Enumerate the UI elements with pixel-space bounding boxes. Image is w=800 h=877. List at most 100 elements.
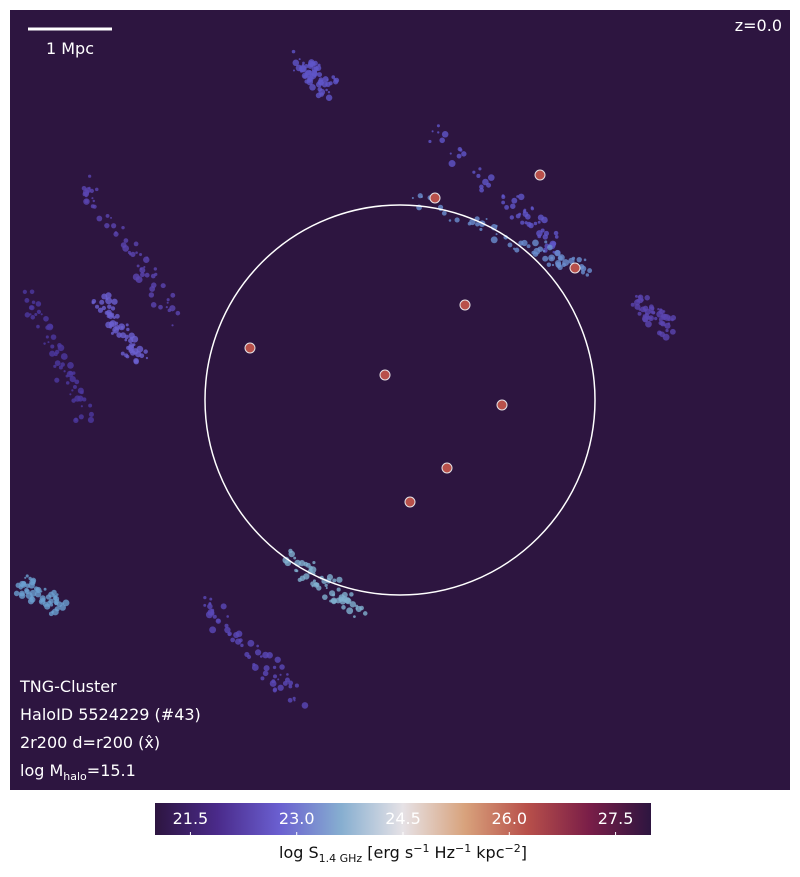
hotspot [459,299,471,311]
emission-blob [81,185,87,191]
emission-blob [224,623,229,628]
emission-blob [638,295,642,299]
emission-blob [547,244,553,251]
emission-blob [303,74,308,79]
emission-blob [124,338,128,342]
emission-blob [294,568,298,573]
emission-blob [143,265,146,269]
emission-blob [224,626,231,634]
emission-blob [485,218,488,221]
emission-blob [88,186,91,190]
emission-blob [90,204,95,209]
emission-blob [240,643,244,648]
emission-blob [269,680,277,687]
emission-blob [48,598,54,604]
emission-blob [74,395,81,402]
emission-blob [67,362,74,369]
emission-blob [537,220,541,224]
emission-blob [542,255,549,262]
emission-blob [169,305,176,312]
emission-blob [525,213,531,220]
halo-label: HaloID 5524229 (#43) [20,705,201,724]
emission-blob [120,332,127,339]
emission-blob [319,92,324,97]
emission-blob [41,597,46,603]
emission-blob [40,313,43,316]
hotspot [496,399,508,411]
emission-blob [31,300,36,305]
hotspot [534,169,546,181]
emission-blob [302,61,305,65]
emission-blob [118,323,126,331]
emission-blob [170,292,176,298]
emission-blob [279,673,282,676]
emission-blob [307,75,314,82]
emission-blob [431,130,434,133]
emission-blob [478,167,482,171]
emission-blob [24,312,31,318]
emission-blob [501,195,506,200]
emission-blob [475,222,480,227]
emission-blob [325,88,328,92]
emission-blob [533,221,538,226]
emission-blob [45,325,50,330]
emission-blob [644,295,650,301]
emission-blob [54,360,61,367]
emission-blob [60,362,65,367]
emission-blob [634,303,641,310]
emission-blob [203,595,207,600]
emission-blob [301,63,305,67]
emission-blob [83,198,90,205]
emission-blob [226,615,229,618]
emission-blob [262,651,269,659]
emission-blob [91,197,94,200]
emission-blob [43,342,46,345]
emission-blob [317,63,321,67]
emission-blob [668,315,671,319]
emission-blob [325,94,333,101]
emission-blob [521,239,528,247]
emission-blob [643,308,647,312]
emission-blob [97,307,104,313]
emission-blob [139,253,143,257]
emission-blob [134,359,138,363]
emission-blob [136,345,144,353]
emission-blob [634,294,638,298]
emission-blob [125,323,129,327]
emission-blob [153,267,158,271]
emission-blob [71,398,76,403]
emission-blob [105,213,110,218]
emission-blob [312,560,316,565]
emission-blob [88,411,94,418]
emission-blob [504,204,509,210]
emission-blob [332,578,337,583]
emission-blob [175,310,181,316]
emission-blob [111,223,117,229]
emission-blob [274,656,281,663]
map-background [10,10,790,790]
emission-blob [60,353,68,360]
emission-blob [139,353,145,359]
emission-blob [80,405,83,408]
emission-blob [110,216,113,219]
emission-blob [34,591,42,598]
emission-blob [457,146,462,152]
emission-blob [288,550,295,558]
emission-blob [96,215,103,222]
emission-blob [307,60,315,68]
emission-blob [661,313,667,319]
emission-blob [99,299,105,305]
emission-blob [254,649,262,656]
emission-blob [441,210,447,216]
emission-blob [227,632,231,637]
emission-blob [145,356,149,360]
emission-blob [136,264,140,268]
emission-blob [132,273,140,281]
emission-blob [130,251,136,257]
emission-blob [293,699,296,702]
emission-blob [35,301,42,307]
emission-blob [272,688,277,693]
emission-blob [328,81,333,86]
emission-blob [259,655,263,658]
emission-blob [63,370,66,373]
